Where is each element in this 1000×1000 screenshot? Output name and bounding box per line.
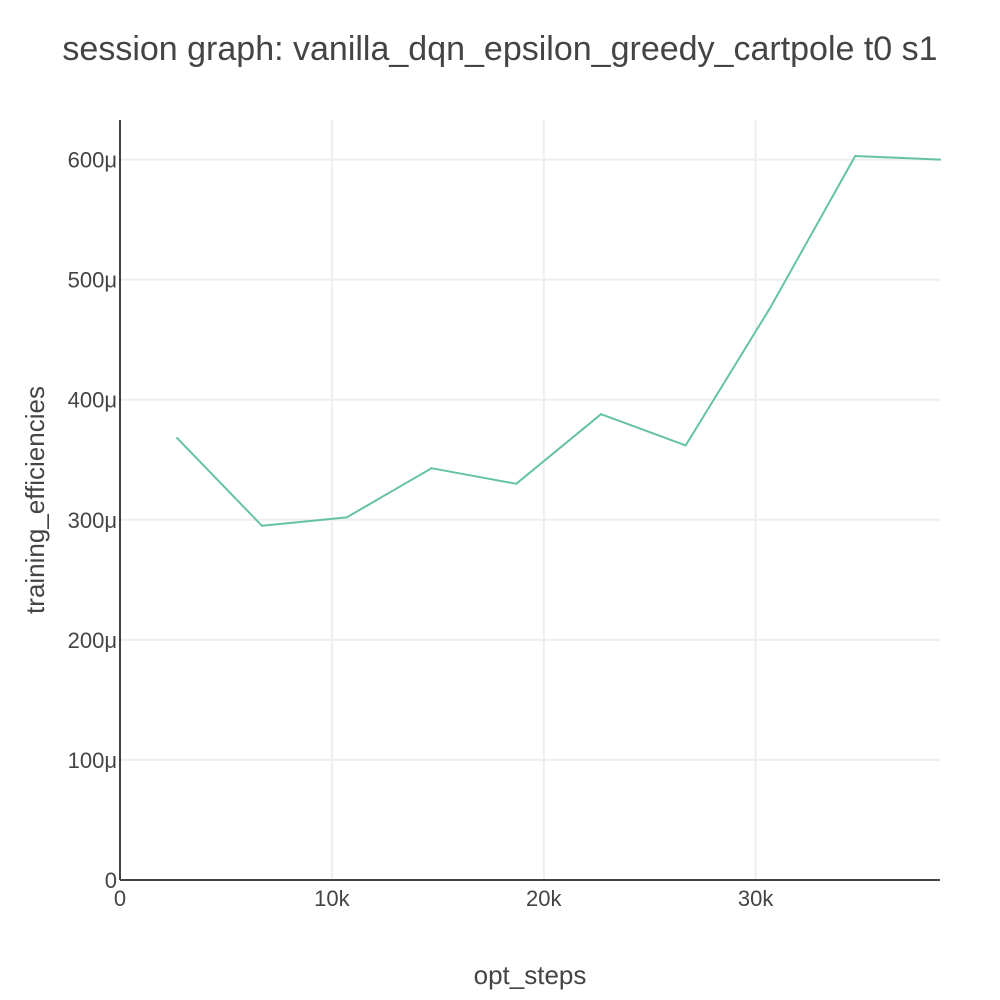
- y-tick-label: 300μ: [68, 508, 117, 533]
- x-tick-label: 30k: [738, 886, 774, 911]
- x-axis-title: opt_steps: [474, 960, 587, 990]
- y-tick-label: 500μ: [68, 268, 117, 293]
- data-point: [939, 158, 941, 161]
- series-layer: [176, 155, 941, 527]
- data-point: [515, 482, 518, 485]
- y-tick-label: 100μ: [68, 748, 117, 773]
- data-point: [260, 524, 263, 527]
- data-point: [430, 467, 433, 470]
- data-point: [769, 306, 772, 309]
- y-tick-label: 400μ: [68, 388, 117, 413]
- x-tick-label: 20k: [526, 886, 562, 911]
- data-point: [684, 444, 687, 447]
- y-tick-labels: 0 100μ 200μ 300μ 400μ 500μ 600μ: [68, 148, 117, 893]
- y-tick-label: 600μ: [68, 148, 117, 173]
- data-point: [176, 437, 179, 440]
- y-tick-label: 200μ: [68, 628, 117, 653]
- chart-title: session graph: vanilla_dqn_epsilon_greed…: [62, 30, 937, 68]
- data-point: [854, 155, 857, 158]
- x-tick-label: 0: [114, 886, 126, 911]
- y-axis-title: training_efficiencies: [20, 386, 50, 614]
- x-gridlines: [330, 120, 757, 880]
- data-point: [345, 516, 348, 519]
- x-tick-labels: 0 10k 20k 30k: [114, 886, 775, 911]
- data-point: [599, 413, 602, 416]
- series-line: [176, 155, 941, 527]
- x-tick-label: 10k: [314, 886, 350, 911]
- y-tick-label: 0: [105, 868, 117, 893]
